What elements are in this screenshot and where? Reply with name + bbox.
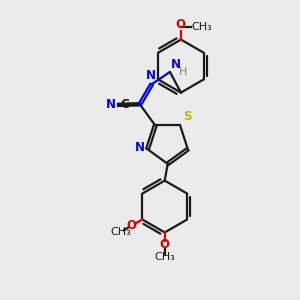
Text: N: N: [171, 58, 181, 71]
Text: CH₃: CH₃: [110, 227, 131, 237]
Text: S: S: [183, 110, 192, 123]
Text: N: N: [106, 98, 116, 111]
Text: N: N: [135, 141, 145, 154]
Text: H: H: [179, 68, 187, 77]
Text: CH₃: CH₃: [192, 22, 213, 32]
Text: O: O: [127, 219, 136, 232]
Text: O: O: [160, 238, 170, 251]
Text: O: O: [175, 18, 185, 31]
Text: N: N: [146, 70, 155, 83]
Text: CH₃: CH₃: [154, 252, 175, 262]
Text: C: C: [121, 98, 130, 111]
